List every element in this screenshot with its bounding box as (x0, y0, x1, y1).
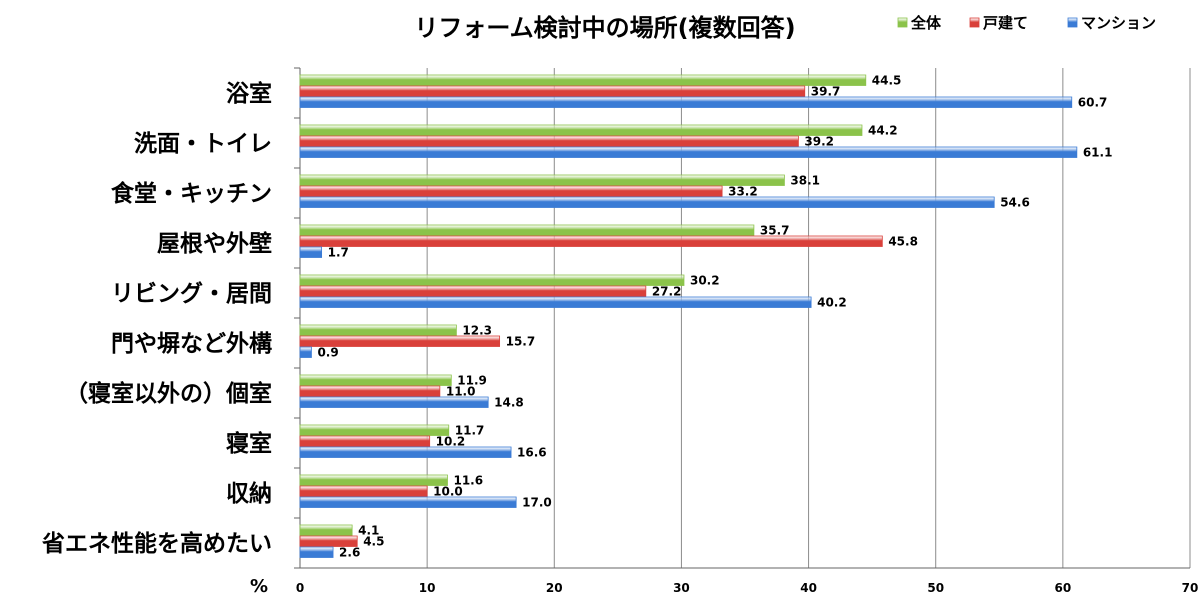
value-label: 61.1 (1083, 146, 1113, 160)
bar-1-6 (299, 385, 441, 397)
unit-label: % (250, 576, 268, 597)
bar-0-1 (299, 124, 863, 136)
x-tick-label: 50 (927, 581, 944, 595)
category-label: （寝室以外の）個室 (65, 380, 272, 407)
bar-1-2 (299, 185, 723, 197)
value-label: 11.0 (446, 385, 476, 399)
category-label: 門や塀など外構 (111, 330, 272, 357)
bar-0-2 (299, 174, 785, 186)
bar-2-3 (299, 246, 323, 258)
bar-2-0 (299, 96, 1073, 108)
value-label: 11.9 (457, 374, 487, 388)
bar-2-8 (299, 496, 517, 508)
bar-0-3 (299, 224, 755, 236)
x-axis-ticks: 0 10 20 30 40 50 60 70 (296, 581, 1199, 595)
value-label: 60.7 (1078, 96, 1108, 110)
category-label: 洗面・トイレ (134, 131, 272, 157)
bar-1-0 (299, 85, 806, 97)
category-label: 収納 (226, 480, 272, 507)
bar-0-7 (299, 424, 450, 436)
value-label: 12.3 (462, 324, 492, 338)
x-tick-label: 10 (419, 581, 436, 595)
chart-title: リフォーム検討中の場所(複数回答) (414, 14, 795, 42)
value-label: 44.2 (868, 124, 898, 138)
value-label: 1.7 (328, 246, 349, 260)
value-label: 33.2 (728, 185, 758, 199)
value-label: 4.1 (358, 524, 379, 538)
value-label: 40.2 (817, 296, 847, 310)
bar-1-1 (299, 135, 799, 147)
value-label: 4.5 (363, 535, 384, 549)
category-label: 屋根や外壁 (157, 230, 272, 257)
category-label: 浴室 (226, 80, 272, 107)
bar-2-5 (299, 346, 312, 358)
bar-1-4 (299, 285, 647, 297)
bar-1-3 (299, 235, 883, 247)
x-tick-label: 70 (1182, 581, 1199, 595)
value-label: 39.2 (804, 135, 834, 149)
legend-swatch (969, 17, 980, 28)
bar-2-7 (299, 446, 512, 458)
bar-0-5 (299, 324, 457, 336)
value-label: 14.8 (494, 396, 524, 410)
bar-2-2 (299, 196, 995, 208)
bar-2-1 (299, 146, 1078, 158)
legend-label: 戸建て (983, 14, 1028, 32)
bar-0-9 (299, 524, 353, 536)
legend-label: 全体 (910, 14, 942, 32)
legend-swatch (897, 17, 908, 28)
category-label: 省エネ性能を高めたい (41, 530, 272, 557)
value-label: 11.7 (455, 424, 485, 438)
value-label: 10.0 (433, 485, 463, 499)
value-label: 2.6 (339, 546, 360, 560)
value-label: 10.2 (436, 435, 466, 449)
bar-2-6 (299, 396, 489, 408)
bar-0-0 (299, 74, 867, 86)
x-tick-label: 30 (673, 581, 690, 595)
category-label: 寝室 (226, 430, 272, 457)
value-label: 30.2 (690, 274, 720, 288)
bar-1-8 (299, 485, 428, 497)
value-label: 39.7 (811, 85, 841, 99)
x-tick-label: 0 (296, 581, 304, 595)
x-tick-label: 60 (1055, 581, 1072, 595)
legend-swatch (1067, 17, 1078, 28)
value-label: 45.8 (888, 235, 918, 249)
bar-2-9 (299, 546, 334, 558)
category-label: 食堂・キッチン (111, 180, 272, 207)
value-label: 54.6 (1000, 196, 1030, 210)
value-label: 11.6 (453, 474, 483, 488)
bar-0-4 (299, 274, 685, 286)
bars-group (299, 74, 1078, 558)
legend: 全体 戸建て マンション (897, 14, 1156, 32)
bar-1-7 (299, 435, 431, 447)
legend-label: マンション (1081, 14, 1156, 32)
value-label: 16.6 (517, 446, 547, 460)
category-label: リビング・居間 (111, 280, 272, 307)
value-labels: 44.5 44.2 38.1 35.7 30.2 12.3 11.9 11.7 11.6 4.1 3… (317, 74, 1112, 560)
x-tick-label: 20 (546, 581, 563, 595)
value-label: 15.7 (506, 335, 536, 349)
bar-1-5 (299, 335, 501, 347)
value-label: 27.2 (652, 285, 682, 299)
bar-0-8 (299, 474, 448, 486)
value-label: 44.5 (872, 74, 902, 88)
bar-1-9 (299, 535, 358, 547)
value-label: 35.7 (760, 224, 790, 238)
x-tick-label: 40 (800, 581, 817, 595)
value-label: 0.9 (317, 346, 338, 360)
bar-2-4 (299, 296, 812, 308)
bar-0-6 (299, 374, 452, 386)
value-label: 38.1 (790, 174, 820, 188)
value-label: 17.0 (522, 496, 552, 510)
